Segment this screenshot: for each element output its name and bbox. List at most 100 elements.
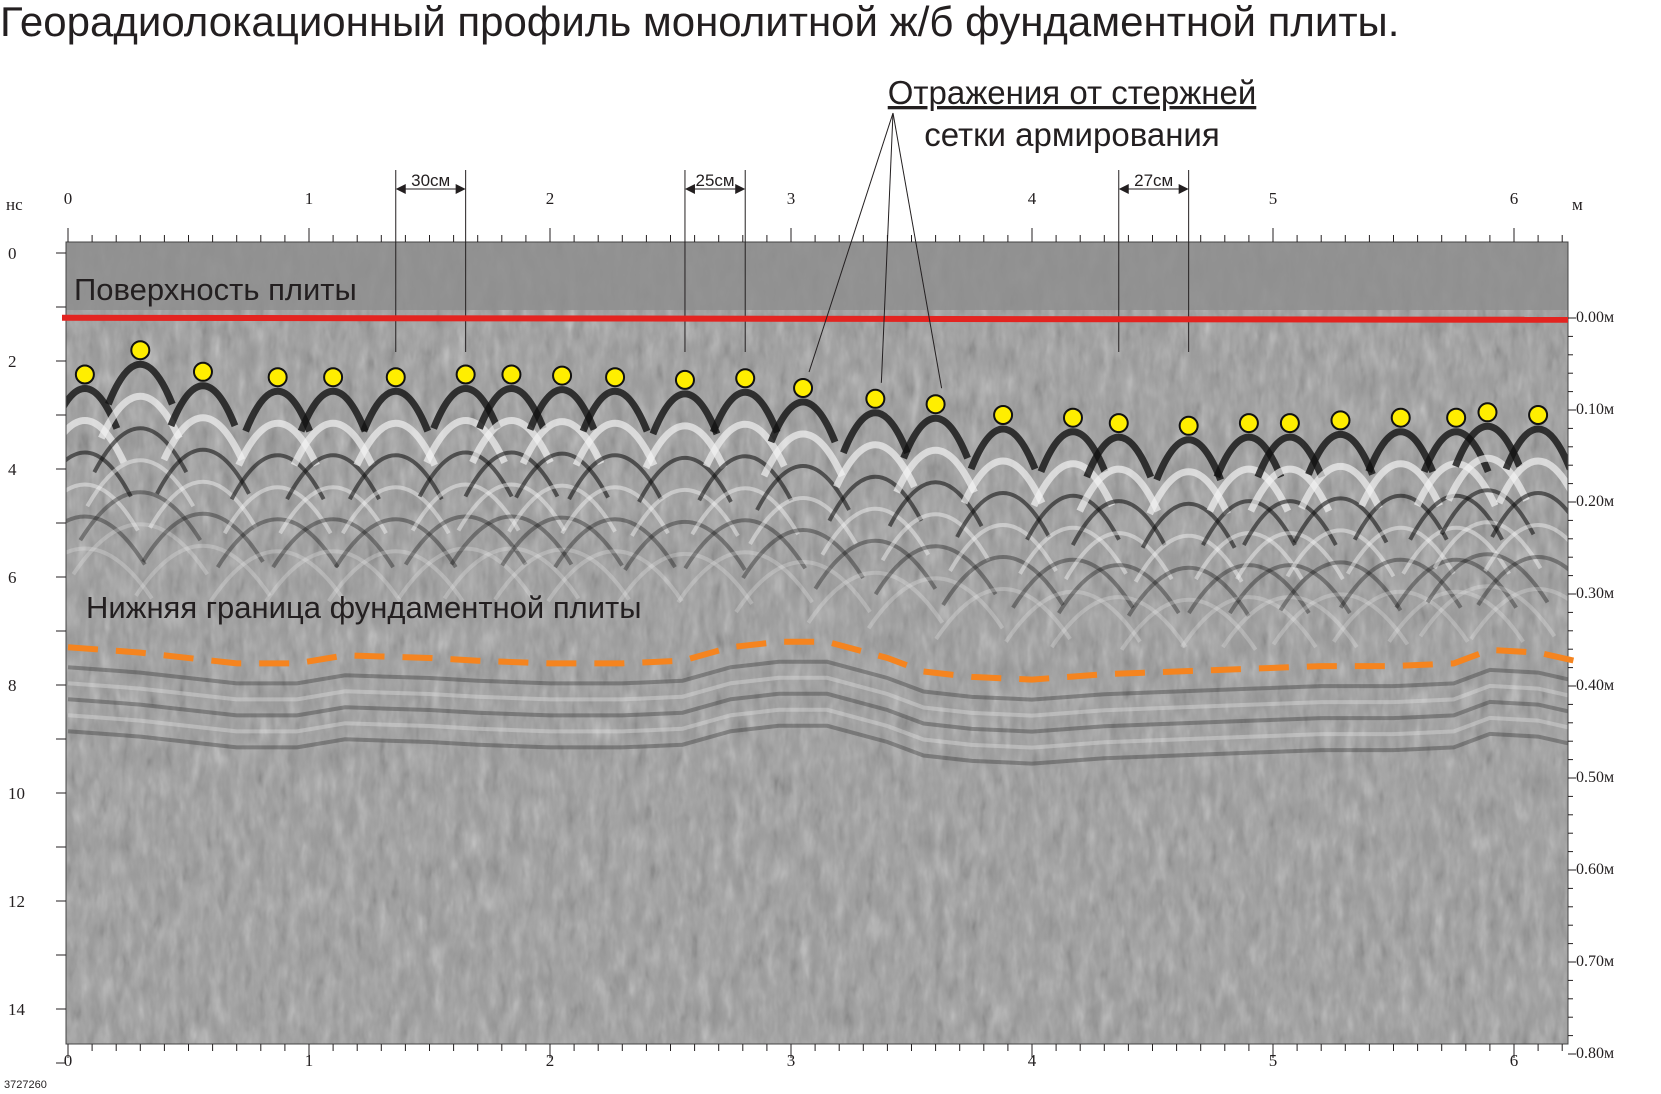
rebar-reflection-point: [267, 367, 288, 388]
rebar-reflection-point: [455, 364, 476, 385]
reflection-hyperbola: [893, 446, 978, 494]
reflection-hyperbola: [1180, 595, 1318, 649]
reflection-hyperbola: [960, 457, 1046, 505]
reflection-hyperbola: [1201, 499, 1297, 547]
x-tick-label-bottom: 3: [787, 1051, 796, 1070]
reflection-hyperbola: [1083, 433, 1155, 479]
reflection-hyperbola: [934, 587, 1072, 641]
surface-line-label: Поверхность плиты: [74, 272, 357, 307]
x-tick-label-top: 3: [787, 189, 796, 208]
reflection-hyperbola: [235, 419, 320, 467]
reflection-hyperbola: [1278, 560, 1403, 612]
reflection-hyperbola: [1495, 457, 1568, 505]
reflection-hyperbola: [500, 515, 624, 567]
x-tick-label-bottom: 4: [1028, 1051, 1037, 1070]
reflection-hyperbola: [1305, 430, 1376, 476]
x-tick-label-bottom: 0: [64, 1051, 73, 1070]
rebar-reflection-point: [501, 364, 522, 385]
reflection-hyperbola: [1221, 595, 1359, 649]
reflection-hyperbola: [1271, 592, 1410, 646]
reflection-hyperbola: [1332, 589, 1470, 643]
x-tick-label-bottom: 6: [1510, 1051, 1519, 1070]
y-tick-label: 6: [8, 568, 17, 587]
bottom-boundary-line: [67, 638, 1575, 683]
reflection-hyperbola: [709, 388, 781, 434]
reflection-hyperbola: [1418, 584, 1557, 638]
spacing-label: 30см: [411, 171, 450, 190]
reflection-hyperbola: [1064, 531, 1174, 581]
depth-tick-label: 0.30м: [1576, 585, 1614, 602]
rebar-reflection-point: [674, 369, 695, 390]
depth-tick-label: 0.40м: [1576, 677, 1614, 694]
reflection-hyperbola: [1445, 455, 1530, 502]
reflection-hyperbola: [278, 485, 388, 535]
reflection-hyperbola: [66, 450, 133, 498]
reflection-hyperbola: [683, 518, 807, 570]
reflection-hyperbola: [616, 552, 754, 606]
reflection-hyperbola: [417, 450, 514, 498]
spacing-arrow-left: [395, 184, 406, 194]
reflection-hyperbola: [1247, 465, 1333, 513]
reflection-hyperbola: [649, 390, 721, 436]
reflection-hyperbola: [553, 517, 677, 569]
reflection-hyperbola: [78, 490, 202, 542]
reflection-hyperbola: [242, 387, 313, 433]
depth-tick-label: 0.60м: [1576, 861, 1614, 878]
reflection-hyperbola: [92, 426, 189, 474]
annotation-line-2: сетки армирования: [924, 116, 1220, 153]
rebar-reflection-point: [865, 388, 886, 409]
reflection-hyperbola: [1365, 428, 1436, 474]
reflection-hyperbola: [1394, 557, 1518, 609]
annotation-line-1: Отражения от стержней: [888, 74, 1257, 111]
reflection-hyperbola: [327, 549, 465, 603]
reflection-hyperbola: [748, 496, 858, 545]
boundary-reflection-band: [67, 659, 1568, 702]
reflection-hyperbola: [85, 458, 196, 508]
reflection-hyperbola: [1401, 525, 1511, 575]
reflection-hyperbola: [297, 387, 369, 433]
reflection-hyperbola: [141, 511, 265, 563]
reflection-hyperbola: [148, 479, 258, 529]
reflection-hyperbola: [1352, 493, 1449, 541]
rebar-reflection-point: [1238, 413, 1259, 434]
boundary-reflection-band: [67, 675, 1568, 718]
reflection-hyperbola: [734, 560, 872, 614]
reflection-hyperbola: [134, 544, 272, 597]
reflection-hyperbola: [66, 546, 154, 600]
boundary-reflection-band: [67, 707, 1568, 750]
rebar-reflection-point: [1528, 405, 1549, 425]
annotation-leader-line: [892, 112, 943, 389]
reflection-hyperbola: [1228, 563, 1352, 615]
x-tick-label-top: 5: [1269, 189, 1278, 208]
boundary-reflection-band: [67, 723, 1568, 766]
y-tick-label: 2: [8, 352, 17, 371]
reflection-hyperbola: [1387, 589, 1525, 643]
reflection-hyperbola: [1490, 491, 1568, 538]
reflection-hyperbola: [514, 451, 610, 499]
reflection-hyperbola: [341, 485, 451, 535]
reflection-hyperbola: [285, 453, 381, 501]
reflection-hyperbola: [1213, 433, 1285, 479]
reflection-hyperbola: [546, 549, 684, 603]
chart-title: Георадиолокационный профиль монолитной ж…: [0, 0, 1399, 45]
rebar-reflection-point: [130, 340, 151, 361]
reflection-hyperbola: [1018, 525, 1128, 575]
reflection-hyperbola: [271, 517, 395, 569]
reflection-hyperbola: [264, 549, 402, 603]
y-tick-label: 8: [8, 676, 17, 695]
reflection-hyperbola: [1057, 563, 1181, 615]
y-tick-label: 4: [8, 460, 17, 479]
y-tick-label: 14: [8, 1000, 26, 1019]
reflection-hyperbola: [948, 523, 1058, 572]
spacing-arrow-right: [1178, 184, 1189, 194]
reflection-hyperbola: [1206, 465, 1292, 513]
reflection-hyperbola: [1469, 587, 1568, 641]
reflection-hyperbola: [167, 382, 239, 428]
reflection-hyperbola: [760, 430, 846, 478]
reflection-hyperbola: [449, 514, 574, 566]
reflection-hyperbola: [690, 486, 800, 536]
rebar-reflection-point: [605, 367, 626, 388]
annotation-leader-line: [808, 112, 894, 373]
spacing-arrow-right: [455, 184, 466, 194]
